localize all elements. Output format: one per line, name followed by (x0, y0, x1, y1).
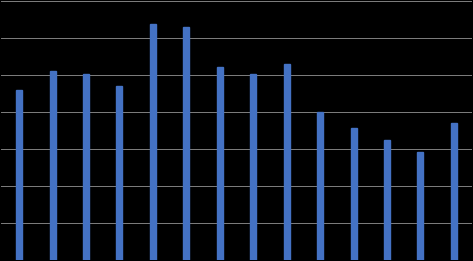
Bar (418, 152, 423, 260)
Bar (83, 74, 89, 260)
Bar (116, 86, 123, 260)
Bar (384, 140, 390, 260)
Bar (451, 123, 457, 260)
Bar (150, 24, 156, 260)
Bar (317, 112, 323, 260)
Bar (217, 67, 223, 260)
Bar (50, 72, 55, 260)
Bar (350, 128, 357, 260)
Bar (284, 64, 289, 260)
Bar (184, 27, 189, 260)
Bar (16, 90, 22, 260)
Bar (250, 74, 256, 260)
